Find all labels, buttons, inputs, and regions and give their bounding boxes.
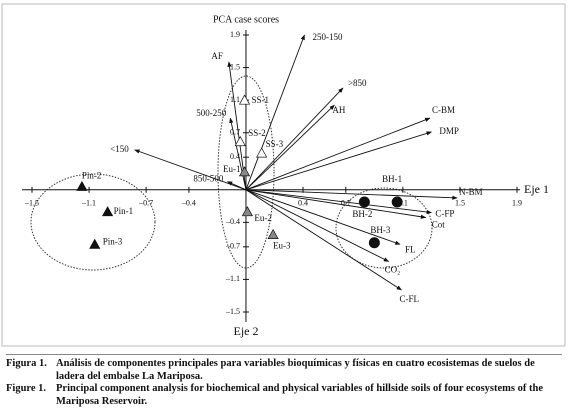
vector-label: C-BM	[432, 105, 455, 115]
case-point	[89, 238, 101, 249]
point-label: BH-2	[352, 209, 372, 219]
loading-vector	[227, 61, 247, 190]
caption-text: Principal component analysis for biochem…	[56, 383, 543, 407]
point-label: SS-3	[266, 139, 284, 149]
caption: Figura 1. Análisis de componentes princip…	[6, 354, 562, 408]
y-axis-label: Eje 2	[234, 324, 259, 338]
caption-label: Figura 1.	[6, 358, 47, 369]
group-ellipse	[30, 173, 156, 271]
y-tick-label: 0.4	[230, 152, 240, 161]
loading-vector	[245, 189, 402, 291]
case-point	[256, 147, 268, 158]
x-tick-label: 1.1	[398, 199, 408, 208]
case-point	[76, 180, 88, 191]
caption-text: Análisis de componentes principales para…	[56, 358, 535, 382]
group-ellipse	[335, 187, 433, 269]
x-axis-label: Eje 1	[524, 182, 549, 196]
vector-label: 850-500	[193, 174, 223, 184]
vector-label: 250-150	[312, 32, 342, 42]
loading-vector	[245, 131, 432, 191]
point-label: Eu-2	[254, 213, 272, 223]
x-tick-label: 0.4	[298, 199, 308, 208]
loading-vector	[245, 117, 431, 191]
frame	[1, 3, 566, 347]
vector-label: FL	[405, 244, 416, 254]
vector-label: AH	[332, 105, 345, 115]
case-point	[238, 166, 251, 177]
loading-vector	[245, 189, 427, 219]
x-tick-label: –0.7	[138, 199, 153, 208]
loading-vector	[226, 181, 247, 191]
x-tick-label: –1.5	[24, 199, 39, 208]
y-tick-label: 0.7	[230, 128, 240, 137]
vector-label: C-FL	[399, 294, 419, 304]
point-label: Eu-1	[223, 164, 241, 174]
loading-vector	[245, 189, 458, 200]
y-tick-label: 1.5	[230, 62, 240, 71]
point-label: SS-2	[248, 128, 266, 138]
point-label: Pin-2	[82, 171, 102, 181]
loading-vector	[245, 189, 432, 215]
case-point	[238, 94, 251, 105]
loading-vector	[245, 104, 335, 191]
vector-label: AF	[211, 51, 223, 61]
vector-label: <150	[110, 144, 129, 154]
point-label: Eu-3	[273, 241, 291, 251]
x-tick-label: –0.4	[181, 199, 196, 208]
case-point	[234, 136, 246, 147]
point-label: BH-3	[370, 225, 390, 235]
vector-label: N-BM	[459, 187, 483, 197]
loading-vector	[245, 189, 401, 245]
y-tick-label: –0.4	[225, 217, 240, 226]
point-label: SS-1	[252, 95, 270, 105]
x-tick-label: 1.9	[512, 199, 522, 208]
loading-vector	[245, 34, 305, 190]
vector-label: >850	[348, 78, 367, 88]
case-point	[241, 206, 253, 217]
chart-title: PCA case scores	[213, 14, 279, 25]
vector-label: 500-250	[196, 108, 226, 118]
chart: PCA case scores Eje 1 Eje 2 –1.5 –1.1 –0.7…	[1, 3, 566, 347]
vector-label: CO₂	[385, 265, 401, 275]
caption-row: Figura 1. Análisis de componentes princip…	[6, 358, 562, 383]
case-point	[267, 228, 279, 239]
case-point	[102, 206, 114, 217]
vector-label: Cot	[432, 220, 446, 230]
point-label: Pin-3	[103, 236, 123, 246]
loading-vector	[245, 87, 344, 191]
y-tick-label: 1.1	[230, 95, 240, 104]
caption-row: Figure 1. Principal component analysis fo…	[6, 383, 562, 408]
group-ellipse	[217, 75, 275, 269]
y-tick-label: 1.9	[230, 30, 240, 39]
caption-label: Figure 1.	[6, 383, 47, 394]
vector-label: DMP	[439, 126, 459, 136]
vector-label: C-FP	[435, 209, 454, 219]
y-tick-label: –1.5	[225, 307, 240, 316]
loading-vector	[245, 189, 390, 262]
y-tick-label: –0.7	[225, 242, 240, 251]
x-tick-label: 1.5	[455, 199, 465, 208]
x-tick-label: –1.1	[81, 199, 96, 208]
x-tick-label: 0.7	[341, 199, 351, 208]
case-point	[358, 196, 370, 208]
case-point	[391, 196, 403, 208]
point-label: BH-1	[382, 174, 402, 184]
case-point	[368, 237, 380, 249]
loading-vector	[229, 117, 247, 190]
y-tick-label: –1.1	[225, 274, 240, 283]
point-label: Pin-1	[114, 206, 134, 216]
